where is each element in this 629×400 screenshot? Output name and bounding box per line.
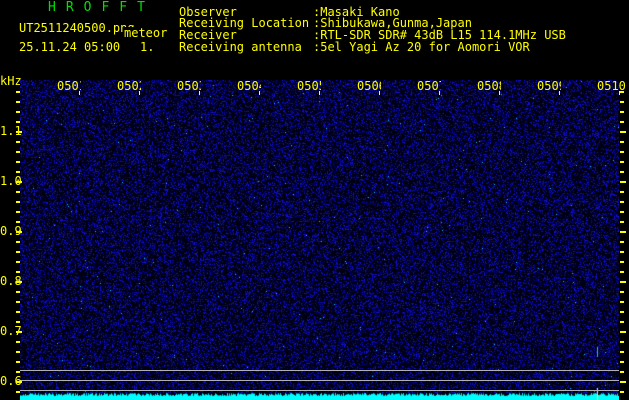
axis-tick <box>16 381 22 383</box>
axis-tick <box>16 111 20 113</box>
time-tick <box>439 91 440 95</box>
axis-tick <box>16 211 20 213</box>
axis-tick <box>16 151 20 153</box>
axis-tick <box>620 211 624 213</box>
mode-label: meteor <box>124 27 167 39</box>
index: 1. <box>140 41 154 53</box>
axis-tick <box>16 241 20 243</box>
axis-tick <box>16 311 20 313</box>
time-label: 0509 <box>537 80 561 92</box>
axis-tick <box>620 251 624 253</box>
axis-tick <box>16 101 20 103</box>
antenna-value: :5el Yagi Az 20 for Aomori VOR <box>313 41 530 53</box>
axis-tick <box>16 371 20 373</box>
time-tick <box>319 91 320 95</box>
axis-tick <box>16 191 20 193</box>
filename: UT2511240500.png <box>19 22 135 34</box>
axis-tick <box>620 331 626 333</box>
axis-tick <box>16 271 20 273</box>
axis-tick <box>16 291 20 293</box>
axis-tick <box>16 251 20 253</box>
axis-tick <box>620 231 626 233</box>
time-tick <box>619 91 620 95</box>
time-label: 0503 <box>177 80 201 92</box>
time-tick <box>499 91 500 95</box>
axis-tick <box>620 391 624 393</box>
time-tick <box>379 91 380 95</box>
axis-tick <box>16 91 20 93</box>
axis-tick <box>620 371 624 373</box>
axis-tick <box>620 321 624 323</box>
axis-tick <box>620 361 624 363</box>
axis-tick <box>620 141 624 143</box>
axis-tick <box>16 221 20 223</box>
axis-tick <box>620 111 624 113</box>
unit-label: kHz <box>0 74 22 88</box>
axis-tick <box>620 281 626 283</box>
axis-tick <box>16 231 22 233</box>
axis-tick <box>16 131 22 133</box>
frequency-marker-line <box>20 390 619 391</box>
frequency-marker-line <box>20 380 619 381</box>
time-tick <box>139 91 140 95</box>
frequency-marker-line <box>20 370 619 371</box>
axis-tick <box>16 361 20 363</box>
axis-tick <box>620 311 624 313</box>
time-tick <box>559 91 560 95</box>
time-tick <box>79 91 80 95</box>
axis-tick <box>16 121 20 123</box>
axis-tick <box>620 301 624 303</box>
axis-tick <box>620 291 624 293</box>
axis-tick <box>620 351 624 353</box>
axis-tick <box>620 271 624 273</box>
time-label: 0510 <box>597 80 627 92</box>
axis-tick <box>16 161 20 163</box>
time-label: 0506 <box>357 80 381 92</box>
waterfall-spectrogram <box>20 80 619 400</box>
axis-tick <box>16 141 20 143</box>
axis-tick <box>620 341 624 343</box>
time-label: 0501 <box>57 80 81 92</box>
axis-tick <box>620 221 624 223</box>
time-label: 0502 <box>117 80 141 92</box>
axis-tick <box>620 181 626 183</box>
time-label: 0508 <box>477 80 501 92</box>
axis-tick <box>16 171 20 173</box>
axis-tick <box>620 171 624 173</box>
time-tick <box>199 91 200 95</box>
axis-tick <box>620 151 624 153</box>
axis-tick <box>620 191 624 193</box>
time-tick <box>259 91 260 95</box>
axis-tick <box>620 241 624 243</box>
axis-tick <box>620 101 624 103</box>
axis-tick <box>16 181 22 183</box>
axis-tick <box>620 201 624 203</box>
axis-tick <box>16 301 20 303</box>
axis-tick <box>16 201 20 203</box>
datetime: 25.11.24 05:00 <box>19 41 120 53</box>
axis-tick <box>16 341 20 343</box>
axis-tick <box>620 381 626 383</box>
axis-tick <box>620 161 624 163</box>
axis-tick <box>620 131 626 133</box>
axis-tick <box>16 321 20 323</box>
axis-tick <box>16 351 20 353</box>
axis-tick <box>16 331 22 333</box>
app-title: HROFFT <box>48 2 155 14</box>
time-label: 0504 <box>237 80 261 92</box>
axis-tick <box>620 261 624 263</box>
time-label: 0507 <box>417 80 441 92</box>
axis-tick <box>16 281 22 283</box>
axis-tick <box>620 121 624 123</box>
time-label: 0505 <box>297 80 321 92</box>
antenna-label: Receiving antenna <box>179 41 302 53</box>
axis-tick <box>16 391 20 393</box>
axis-tick <box>16 261 20 263</box>
